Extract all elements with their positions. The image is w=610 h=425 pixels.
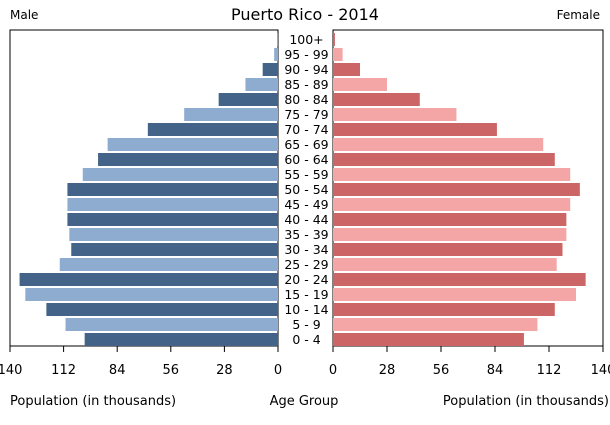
male-bar-10 (67, 183, 278, 196)
age-group-label-6: 70 - 74 (284, 122, 328, 137)
female-bar-1 (333, 48, 343, 61)
age-group-label-7: 65 - 69 (284, 137, 328, 152)
age-group-label-2: 90 - 94 (284, 62, 328, 77)
male-label: Male (10, 8, 38, 22)
female-bar-12 (333, 213, 567, 226)
male-bar-9 (82, 168, 278, 181)
female-bar-15 (333, 258, 557, 271)
male-bar-11 (67, 198, 278, 211)
female-x-axis: 0 28 56 84 112 140 (329, 346, 610, 378)
female-bar-16 (333, 273, 586, 286)
male-bar-4 (218, 93, 278, 106)
female-bar-9 (333, 168, 571, 181)
male-bar-8 (98, 153, 278, 166)
female-x-axis-label: Population (in thousands) (443, 394, 609, 409)
male-bar-14 (71, 243, 278, 256)
female-x-tick-label-3: 84 (487, 363, 504, 378)
female-bar-4 (333, 93, 420, 106)
female-bar-14 (333, 243, 563, 256)
female-label: Female (557, 8, 600, 22)
age-group-label-17: 15 - 19 (284, 287, 328, 302)
female-x-tick-label-1: 28 (379, 363, 396, 378)
female-x-tick-label-2: 56 (433, 363, 450, 378)
male-bar-16 (19, 273, 278, 286)
age-group-label-1: 95 - 99 (284, 47, 328, 62)
age-group-label-15: 25 - 29 (284, 257, 328, 272)
male-x-tick-label-1: 112 (51, 363, 76, 378)
female-bar-18 (333, 303, 555, 316)
female-x-tick-label-4: 112 (537, 363, 562, 378)
male-x-axis: 140 112 84 56 28 0 (0, 346, 282, 378)
male-bar-1 (274, 48, 278, 61)
age-group-label-10: 50 - 54 (284, 182, 328, 197)
male-bar-0 (277, 33, 278, 46)
female-bar-20 (333, 333, 524, 346)
female-bar-11 (333, 198, 571, 211)
male-bar-12 (67, 213, 278, 226)
age-group-label-18: 10 - 14 (284, 302, 328, 317)
female-bars (333, 33, 586, 346)
age-group-label-9: 55 - 59 (284, 167, 328, 182)
female-bar-6 (333, 123, 497, 136)
male-bar-20 (84, 333, 279, 346)
male-x-tick-label-2: 84 (109, 363, 126, 378)
male-x-tick-label-3: 56 (163, 363, 180, 378)
female-bar-2 (333, 63, 360, 76)
male-bar-17 (25, 288, 278, 301)
age-group-label-16: 20 - 24 (284, 272, 328, 287)
female-bar-0 (333, 33, 335, 46)
age-group-label-4: 80 - 84 (284, 92, 328, 107)
male-bar-18 (46, 303, 278, 316)
age-group-label-12: 40 - 44 (284, 212, 328, 227)
female-bar-5 (333, 108, 457, 121)
age-group-label-5: 75 - 79 (284, 107, 328, 122)
male-bar-6 (147, 123, 278, 136)
female-bar-13 (333, 228, 567, 241)
female-bar-10 (333, 183, 580, 196)
male-bar-3 (245, 78, 278, 91)
age-group-label-20: 0 - 4 (292, 332, 320, 347)
age-group-axis-label: Age Group (270, 394, 339, 409)
female-bar-19 (333, 318, 538, 331)
female-bar-17 (333, 288, 576, 301)
male-bar-2 (262, 63, 278, 76)
age-group-label-11: 45 - 49 (284, 197, 328, 212)
age-group-label-14: 30 - 34 (284, 242, 328, 257)
male-x-tick-label-5: 0 (274, 363, 282, 378)
female-x-tick-label-0: 0 (329, 363, 337, 378)
chart-title: Puerto Rico - 2014 (231, 5, 379, 24)
female-bar-7 (333, 138, 544, 151)
female-bar-3 (333, 78, 387, 91)
male-bar-19 (65, 318, 278, 331)
male-bar-5 (184, 108, 278, 121)
age-group-label-0: 100+ (289, 32, 323, 47)
age-group-label-3: 85 - 89 (284, 77, 328, 92)
male-x-tick-label-0: 140 (0, 363, 22, 378)
male-bar-13 (69, 228, 278, 241)
age-group-label-19: 5 - 9 (292, 317, 320, 332)
age-group-label-8: 60 - 64 (284, 152, 328, 167)
female-x-tick-label-5: 140 (591, 363, 610, 378)
female-bar-8 (333, 153, 555, 166)
male-bar-15 (59, 258, 279, 271)
male-x-tick-label-4: 28 (216, 363, 233, 378)
male-bars (19, 33, 279, 346)
male-x-axis-label: Population (in thousands) (10, 394, 176, 409)
male-bar-7 (107, 138, 278, 151)
age-group-label-13: 35 - 39 (284, 227, 328, 242)
